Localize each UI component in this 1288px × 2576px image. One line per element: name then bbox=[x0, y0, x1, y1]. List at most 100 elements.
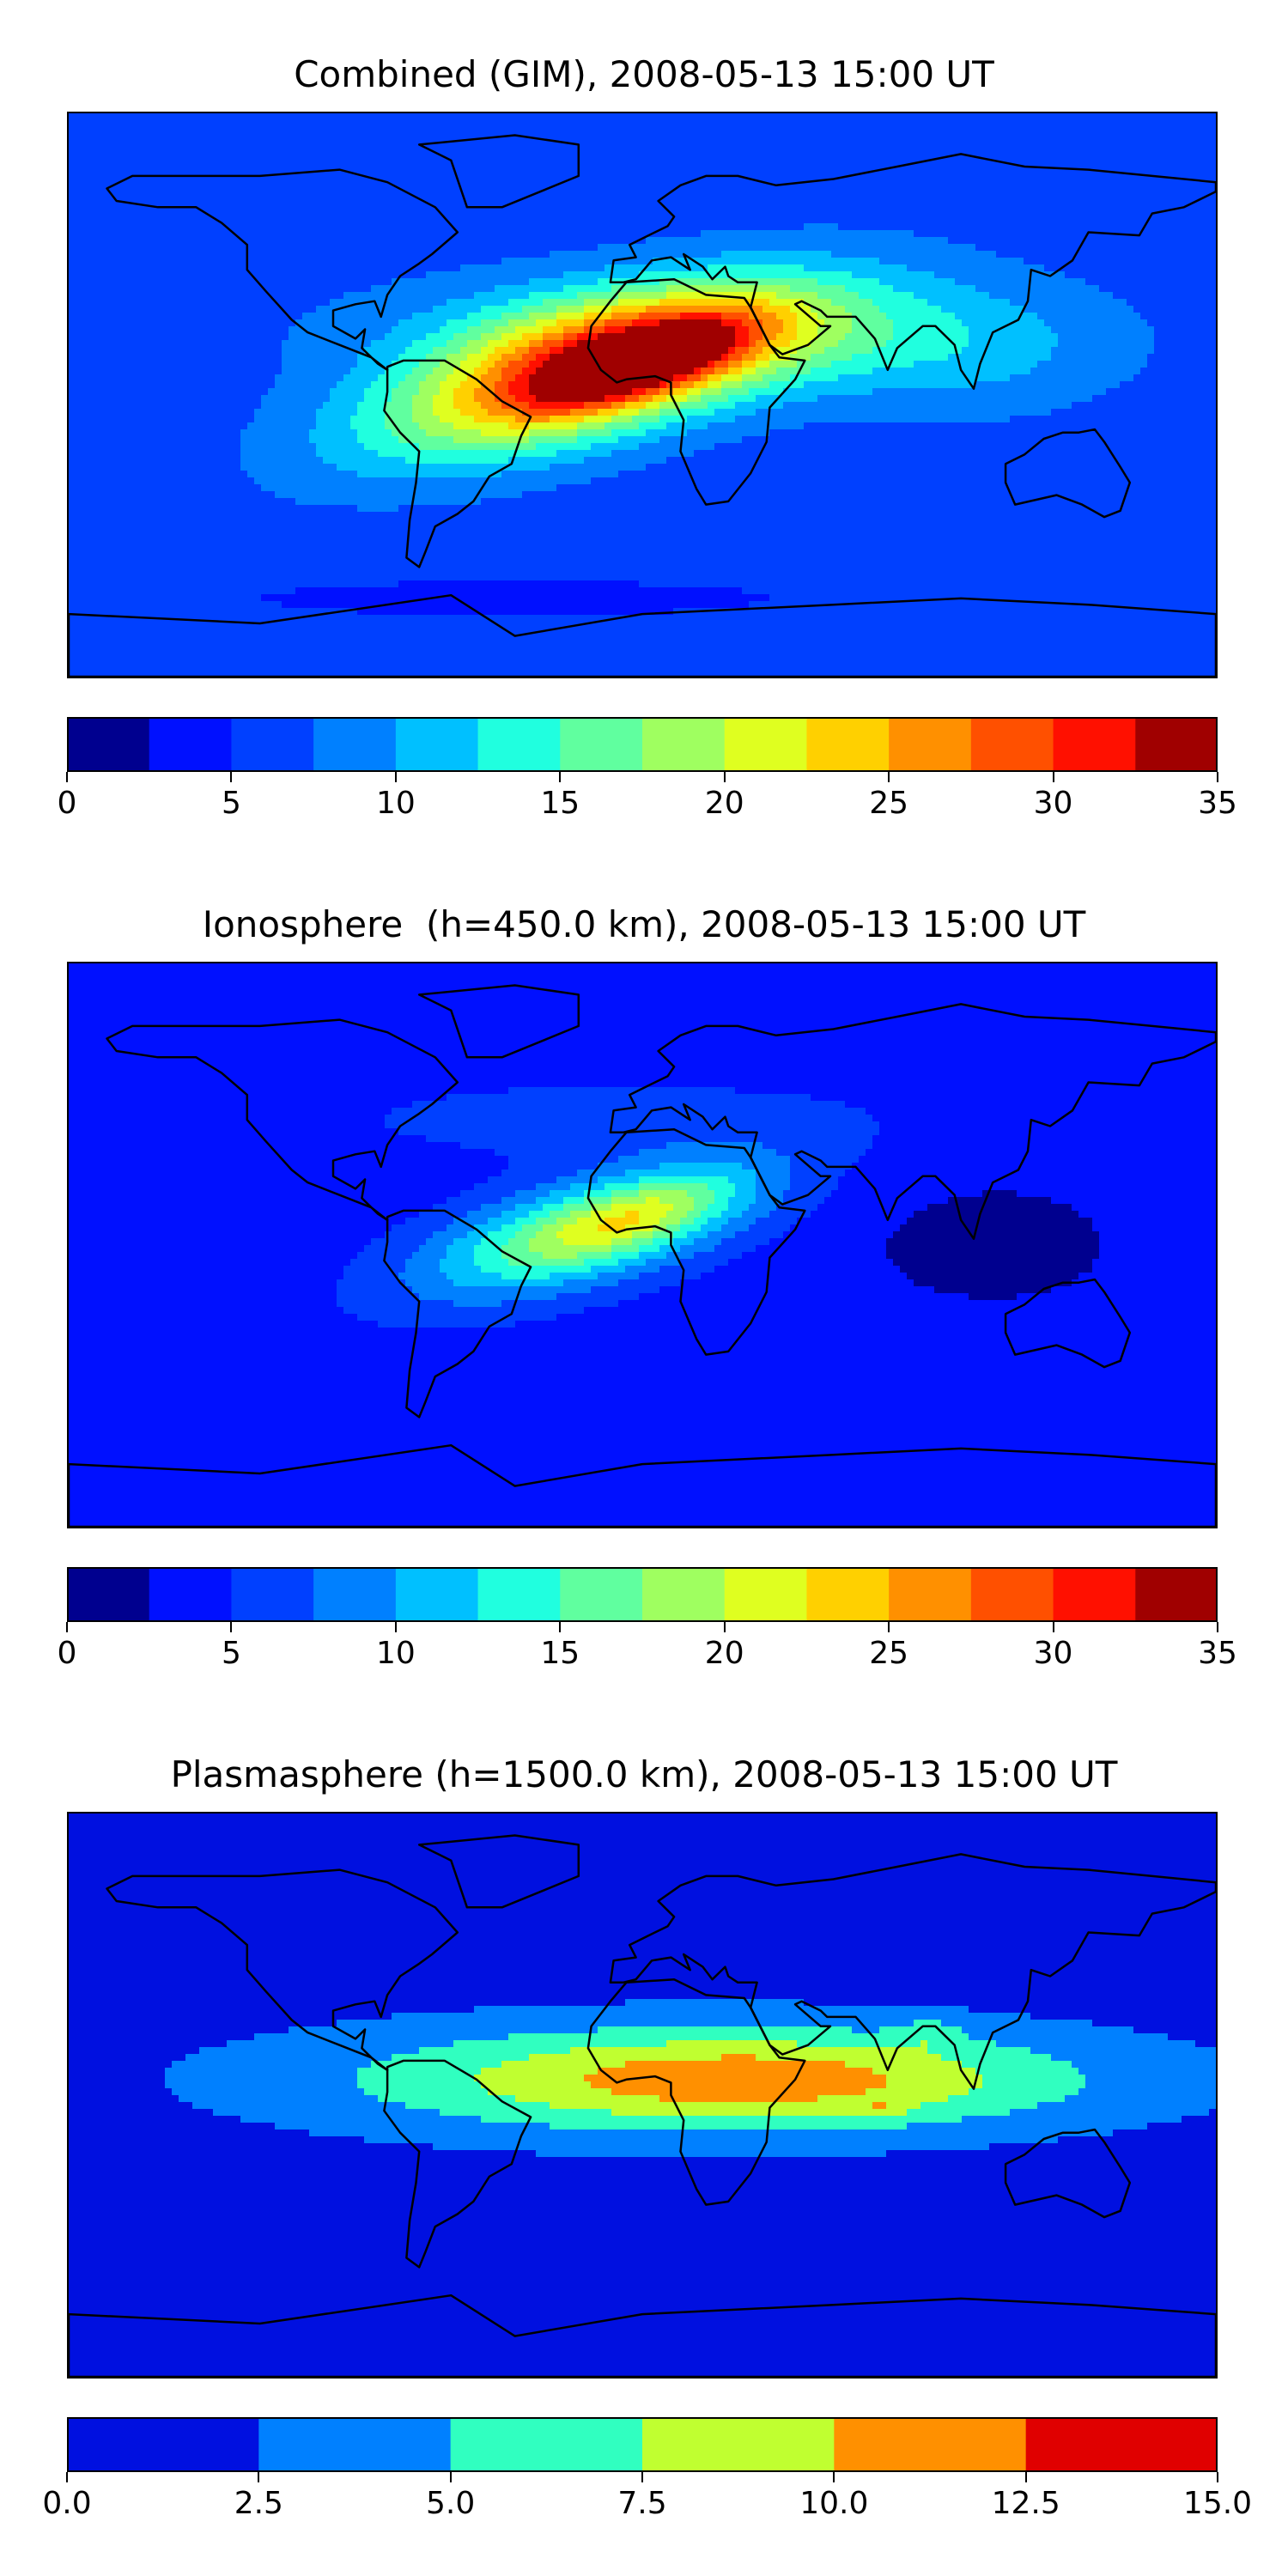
colorbar-tick-label: 0 bbox=[58, 1636, 77, 1671]
coastline-4 bbox=[1004, 428, 1132, 519]
colorbar-tick bbox=[559, 772, 562, 782]
colorbar-tick-label: 35 bbox=[1198, 786, 1237, 821]
colorbar-tick bbox=[66, 2472, 68, 2482]
colorbar-segment bbox=[67, 1567, 150, 1622]
colorbar-tick bbox=[66, 772, 68, 782]
colorbar-segment bbox=[560, 717, 643, 772]
colorbar-tick-label: 0 bbox=[58, 786, 77, 821]
colorbar-segment bbox=[395, 1567, 479, 1622]
colorbar-tick bbox=[723, 772, 726, 782]
panel-2-heatmap bbox=[69, 963, 1216, 1527]
colorbar-segment bbox=[477, 717, 561, 772]
colorbar-tick bbox=[723, 1622, 726, 1632]
colorbar-segment bbox=[970, 717, 1054, 772]
coastline-2 bbox=[586, 277, 806, 506]
colorbar-tick bbox=[559, 1622, 562, 1632]
colorbar-tick-label: 15 bbox=[540, 1636, 580, 1671]
colorbar-segment bbox=[149, 1567, 232, 1622]
colorbar-segment bbox=[1135, 1567, 1218, 1622]
colorbar-tick-label: 12.5 bbox=[992, 2486, 1060, 2521]
colorbar-segment bbox=[1053, 717, 1136, 772]
colorbar-tick bbox=[1024, 2472, 1027, 2482]
colorbar-tick bbox=[258, 2472, 260, 2482]
colorbar-tick-label: 25 bbox=[869, 786, 908, 821]
coastline-0 bbox=[106, 1018, 459, 1222]
coastline-5 bbox=[417, 134, 580, 209]
colorbar-tick-label: 5.0 bbox=[426, 2486, 475, 2521]
colorbar-segment bbox=[1025, 2417, 1218, 2472]
colorbar-segment bbox=[231, 1567, 314, 1622]
colorbar-tick-label: 7.5 bbox=[617, 2486, 666, 2521]
coastline-3 bbox=[609, 1853, 1216, 2090]
colorbar-tick bbox=[449, 2472, 452, 2482]
colorbar-segment bbox=[834, 2417, 1027, 2472]
panel-1-map bbox=[67, 112, 1218, 678]
coastline-5 bbox=[417, 984, 580, 1059]
panel-3-colorbar: 0.0 2.5 5.0 7.5 10.0 12.5 15.0 bbox=[42, 2417, 1252, 2521]
colorbar-tick bbox=[394, 1622, 397, 1632]
colorbar-segment bbox=[67, 717, 150, 772]
panel-2-colorbar: 0 5 10 15 20 25 30 35 bbox=[58, 1567, 1237, 1671]
colorbar-segment bbox=[806, 1567, 890, 1622]
colorbar-segment bbox=[149, 717, 232, 772]
colorbar-bar bbox=[67, 717, 1218, 772]
colorbar-tick-label: 5 bbox=[222, 786, 241, 821]
colorbar-tick-label: 0.0 bbox=[42, 2486, 91, 2521]
panel-3-heatmap bbox=[69, 1814, 1216, 2377]
colorbar-segment bbox=[258, 2417, 452, 2472]
colorbar-segment bbox=[560, 1567, 643, 1622]
colorbar-tick-label: 5 bbox=[222, 1636, 241, 1671]
colorbar-tick bbox=[230, 772, 233, 782]
colorbar-bar bbox=[67, 2417, 1218, 2472]
colorbar-tick-label: 10.0 bbox=[799, 2486, 868, 2521]
coastline-2 bbox=[586, 1978, 806, 2206]
coastline-3 bbox=[609, 1003, 1216, 1240]
coastline-3 bbox=[609, 153, 1216, 390]
colorbar-tick bbox=[641, 2472, 643, 2482]
colorbar-tick bbox=[230, 1622, 233, 1632]
coastline-0 bbox=[106, 1868, 459, 2072]
colorbar-tick bbox=[888, 772, 890, 782]
colorbar-tick bbox=[888, 1622, 890, 1632]
colorbar-segment bbox=[970, 1567, 1054, 1622]
panel-1-title: Combined (GIM), 2008-05-13 15:00 UT bbox=[0, 53, 1288, 95]
colorbar-bar bbox=[67, 1567, 1218, 1622]
coastline-1 bbox=[383, 2059, 532, 2269]
colorbar-segment bbox=[724, 717, 807, 772]
colorbar-tick bbox=[1217, 2472, 1218, 2482]
colorbar-tick-label: 2.5 bbox=[234, 2486, 283, 2521]
colorbar-tick bbox=[1217, 772, 1218, 782]
coastline-6 bbox=[69, 593, 1216, 677]
coastline-6 bbox=[69, 1443, 1216, 1527]
colorbar-segment bbox=[395, 717, 479, 772]
colorbar-tick-label: 20 bbox=[705, 786, 744, 821]
coastline-1 bbox=[383, 1209, 532, 1419]
colorbar-segment bbox=[477, 1567, 561, 1622]
colorbar-tick bbox=[1217, 1622, 1218, 1632]
panel-2-map bbox=[67, 962, 1218, 1528]
colorbar-segment bbox=[724, 1567, 807, 1622]
colorbar-tick-label: 30 bbox=[1034, 786, 1073, 821]
colorbar-tick-label: 35 bbox=[1198, 1636, 1237, 1671]
colorbar-tick bbox=[66, 1622, 68, 1632]
colorbar-segment bbox=[642, 1567, 726, 1622]
colorbar-tick-label: 10 bbox=[376, 786, 416, 821]
colorbar-tick-label: 20 bbox=[705, 1636, 744, 1671]
coastline-4 bbox=[1004, 1278, 1132, 1369]
colorbar-tick-label: 30 bbox=[1034, 1636, 1073, 1671]
coastline-2 bbox=[586, 1127, 806, 1356]
colorbar-segment bbox=[806, 717, 890, 772]
colorbar-tick bbox=[833, 2472, 835, 2482]
coastline-5 bbox=[417, 1834, 580, 1909]
colorbar-segment bbox=[642, 2417, 835, 2472]
colorbar-tick-label: 15 bbox=[540, 786, 580, 821]
colorbar-segment bbox=[450, 2417, 643, 2472]
colorbar-tick bbox=[1052, 1622, 1054, 1632]
colorbar-tick-label: 25 bbox=[869, 1636, 908, 1671]
colorbar-segment bbox=[67, 2417, 259, 2472]
coastline-6 bbox=[69, 2293, 1216, 2377]
coastline-0 bbox=[106, 168, 459, 372]
colorbar-segment bbox=[313, 717, 397, 772]
colorbar-segment bbox=[889, 1567, 972, 1622]
panel-3-map bbox=[67, 1812, 1218, 2379]
